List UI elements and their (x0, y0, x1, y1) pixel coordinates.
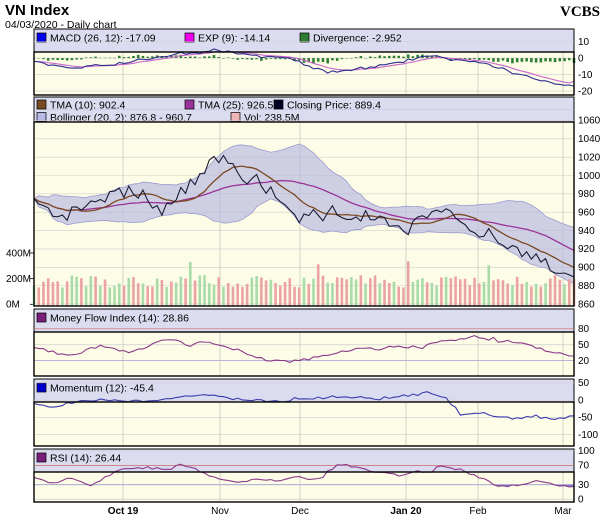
svg-text:-100: -100 (578, 430, 598, 441)
svg-text:TMA (25): 926.5: TMA (25): 926.5 (198, 100, 273, 112)
svg-text:-50: -50 (578, 413, 593, 424)
svg-text:VCBS: VCBS (560, 4, 600, 20)
svg-text:940: 940 (578, 226, 595, 237)
svg-text:Jan 20: Jan 20 (390, 506, 422, 517)
svg-text:1020: 1020 (578, 152, 601, 163)
svg-text:0: 0 (578, 53, 584, 64)
svg-text:980: 980 (578, 189, 595, 200)
svg-text:Momentum (12): -45.4: Momentum (12): -45.4 (50, 383, 154, 395)
svg-text:30: 30 (578, 480, 590, 491)
svg-text:20: 20 (578, 356, 590, 367)
svg-text:900: 900 (578, 263, 595, 274)
svg-text:880: 880 (578, 281, 595, 292)
svg-text:100: 100 (578, 446, 595, 457)
svg-text:Money Flow Index (14): 28.86: Money Flow Index (14): 28.86 (50, 313, 189, 325)
svg-text:1060: 1060 (578, 116, 601, 127)
svg-text:Oct 19: Oct 19 (108, 506, 139, 517)
svg-text:Closing Price: 889.4: Closing Price: 889.4 (287, 100, 381, 112)
svg-text:RSI (14): 26.44: RSI (14): 26.44 (50, 453, 121, 465)
svg-text:960: 960 (578, 208, 595, 219)
svg-text:200M: 200M (6, 274, 31, 285)
svg-text:EXP (9): -14.14: EXP (9): -14.14 (198, 33, 270, 45)
svg-text:MACD (26, 12): -17.09: MACD (26, 12): -17.09 (50, 33, 156, 45)
svg-text:Mar: Mar (554, 506, 572, 517)
svg-text:Feb: Feb (469, 506, 487, 517)
svg-text:Divergence: -2.952: Divergence: -2.952 (313, 33, 402, 45)
svg-text:TMA (10): 902.4: TMA (10): 902.4 (50, 100, 125, 112)
svg-text:Dec: Dec (291, 506, 309, 517)
svg-text:VN Index: VN Index (5, 2, 70, 19)
svg-text:0M: 0M (6, 300, 20, 311)
svg-text:10: 10 (578, 37, 590, 48)
svg-text:50: 50 (578, 378, 590, 389)
svg-text:50: 50 (578, 340, 590, 351)
svg-text:70: 70 (578, 461, 590, 472)
svg-text:860: 860 (578, 299, 595, 310)
svg-text:1000: 1000 (578, 171, 601, 182)
svg-text:400M: 400M (6, 248, 31, 259)
svg-text:-10: -10 (578, 70, 593, 81)
svg-text:1040: 1040 (578, 134, 601, 145)
svg-text:920: 920 (578, 244, 595, 255)
svg-text:-20: -20 (578, 86, 593, 97)
svg-text:0: 0 (578, 495, 584, 506)
svg-text:Nov: Nov (211, 506, 229, 517)
svg-text:80: 80 (578, 324, 590, 335)
svg-text:0: 0 (578, 395, 584, 406)
